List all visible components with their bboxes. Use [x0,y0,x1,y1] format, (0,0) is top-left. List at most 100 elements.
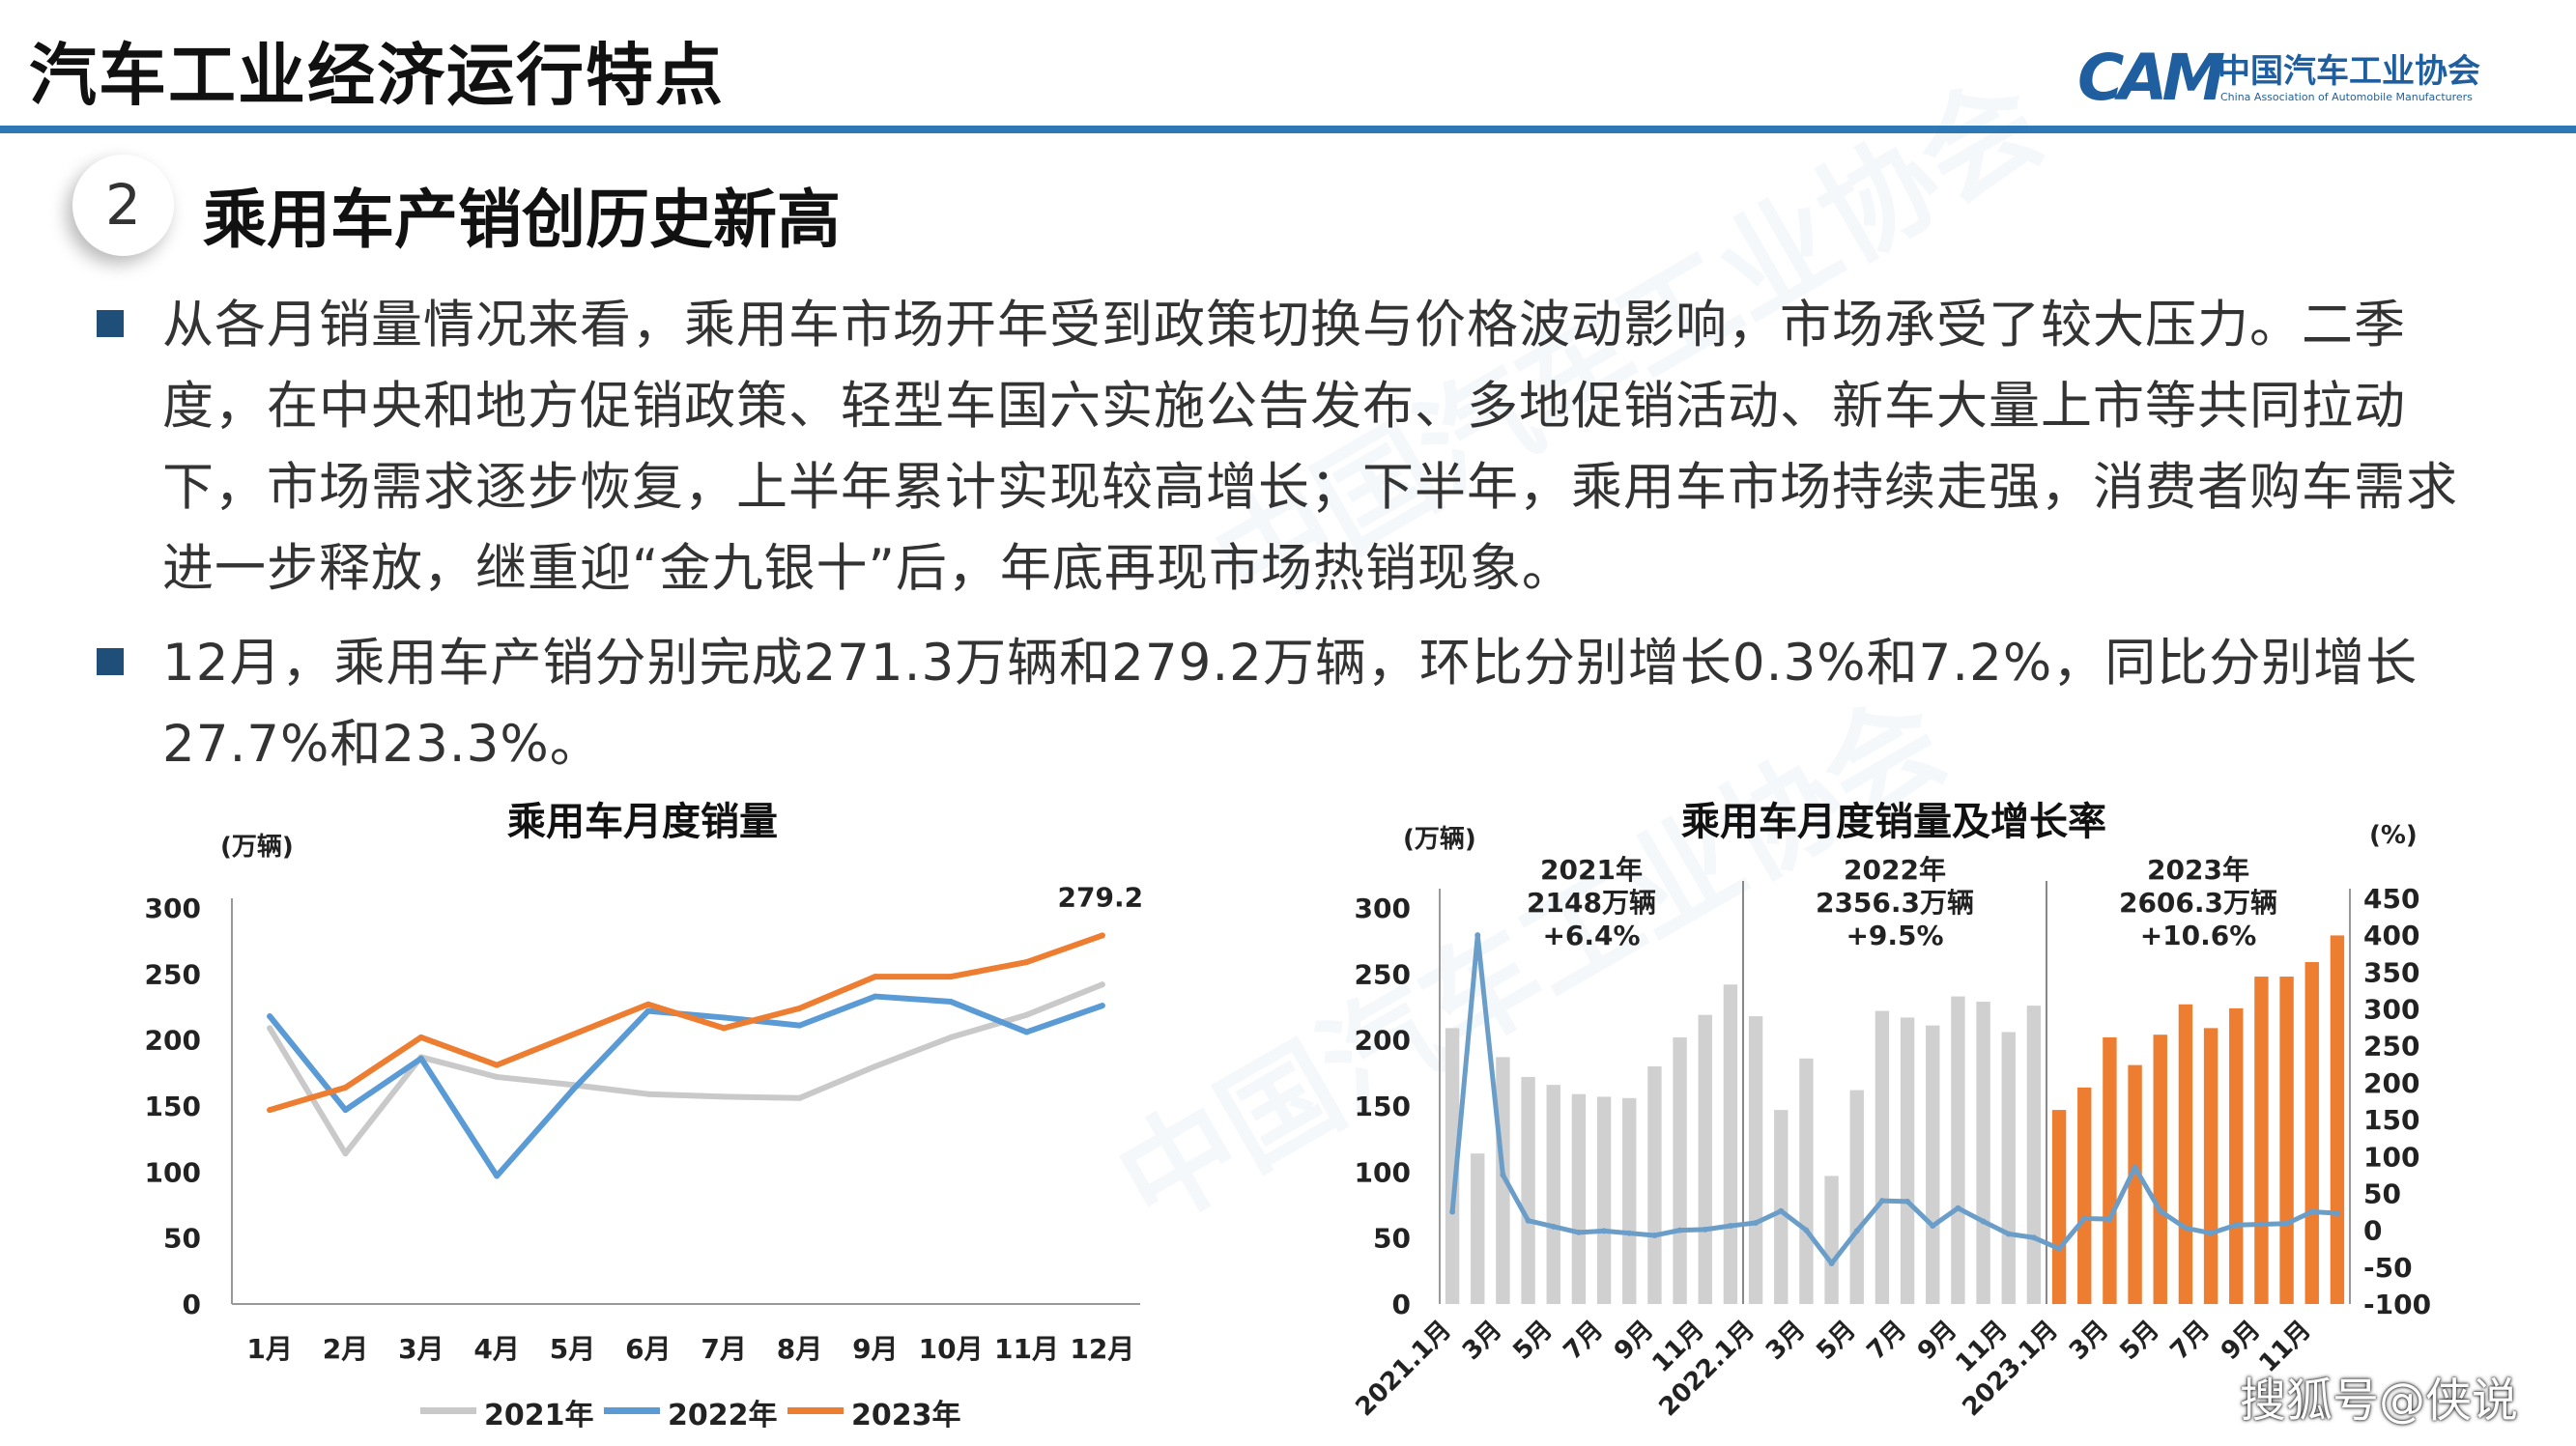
x-tick-label: 2021.1月 [1350,1316,1457,1423]
sales-bar [1571,1093,1587,1304]
section-number-badge: 2 [72,155,174,256]
data-point-2023年 [417,1034,424,1040]
sales-bar [1875,1010,1890,1304]
data-point-2021年 [342,1150,349,1157]
data-point-2022年 [644,1007,651,1014]
data-point-2022年 [1099,1003,1105,1009]
y-tick-label: 50 [163,1223,201,1255]
right-y-tick-label: 100 [2363,1141,2419,1173]
y-tick-label: 300 [145,893,201,924]
bullet-item: 从各月销量情况来看，乘用车市场开年受到政策切换与价格波动影响，市场承受了较大压力… [97,285,2503,610]
y-tick-label: 0 [183,1289,201,1320]
growth-rate-point [2258,1221,2265,1228]
x-tick-label: 5月 [550,1333,595,1365]
sales-bar [2103,1036,2117,1304]
growth-rate-point [1449,1208,1456,1215]
growth-rate-point [1778,1207,1785,1214]
sales-bar [1445,1028,1460,1304]
sales-bar [1496,1057,1510,1304]
chart-legend: 2021年 2022年 2023年 [420,1391,1000,1432]
y-axis-unit-label: (万辆) [220,833,294,862]
data-point-2021年 [721,1093,728,1100]
sales-bar [1521,1076,1535,1304]
bullet-item: 12月，乘用车产销分别完成271.3万辆和279.2万辆，环比分别增长0.3%和… [97,623,2503,785]
legend-label-2021: 2021年 [484,1399,594,1432]
right-y-tick-label: 300 [2363,994,2419,1026]
bullet-square-icon [97,310,124,337]
data-point-2021年 [1023,1011,1030,1018]
slide-title: 汽车工业经济运行特点 [29,36,725,115]
annotation-growth: +9.5% [1846,920,1943,951]
legend-swatch-2022 [604,1407,660,1414]
data-point-2021年 [796,1094,803,1101]
growth-rate-line [1449,932,2338,1266]
growth-rate-point [2081,1215,2088,1222]
data-point-2021年 [267,1025,273,1032]
sales-bar [2203,1028,2218,1304]
right-y-tick-label: 50 [2363,1177,2401,1209]
x-tick-label: 6月 [625,1333,671,1365]
right-y-tick-label: 400 [2363,920,2419,951]
growth-rate-point [1474,932,1481,939]
right-y-tick-label: -100 [2363,1289,2431,1320]
x-tick-label: 5月 [1811,1316,1861,1366]
y-tick-label: 250 [145,958,201,990]
right-axis-unit-label: (%) [2369,821,2418,850]
bullet-square-icon [97,648,124,675]
legend-label-2022: 2022年 [668,1399,778,1432]
growth-rate-point [1651,1232,1658,1238]
x-tick-label: 2月 [323,1333,368,1365]
sales-bar [1471,1153,1485,1304]
sales-bar [1622,1097,1637,1304]
sales-bar [2178,1004,2193,1304]
right-y-tick-label: 450 [2363,883,2419,915]
data-point-2023年 [267,1107,273,1114]
growth-rate-point [2182,1225,2189,1232]
growth-rate-point [1828,1261,1835,1266]
caam-logo-mark: CAM [2077,41,2225,115]
x-tick-label: 7月 [2165,1316,2216,1366]
sales-bar [2153,1035,2167,1304]
caam-logo: CAM 中国汽车工业协会 China Association of Automo… [2077,41,2503,118]
annotation-year: 2022年 [1844,854,1946,886]
x-tick-label: 3月 [1760,1316,1811,1366]
data-point-2023年 [721,1025,728,1032]
x-tick-label: 4月 [473,1333,519,1365]
left-y-tick-label: 150 [1355,1091,1411,1122]
x-tick-label: 3月 [2064,1316,2114,1366]
annotation-growth: +10.6% [2140,920,2257,951]
data-point-2023年 [644,1001,651,1007]
right-y-tick-label: 0 [2363,1215,2382,1247]
annotation-total: 2356.3万辆 [1816,887,1974,919]
sales-bar [2077,1087,2092,1304]
left-y-tick-label: 50 [1373,1223,1411,1255]
growth-rate-point [1702,1226,1708,1233]
data-point-2021年 [644,1091,651,1097]
sales-bar [2001,1032,2016,1304]
left-y-tick-label: 300 [1355,893,1411,924]
sales-bar [2279,977,2294,1304]
data-point-2023年 [796,1005,803,1011]
x-tick-label: 12月 [1070,1333,1134,1365]
caam-logo-name: 中国汽车工业协会 [2218,52,2480,91]
y-tick-label: 150 [145,1091,201,1122]
data-point-2023年 [1023,959,1030,966]
data-point-2021年 [1099,981,1105,988]
growth-rate-point [1878,1198,1885,1205]
growth-rate-point [1550,1223,1557,1230]
sales-bar [1546,1085,1560,1304]
growth-rate-point [2283,1220,2290,1227]
data-point-2023年 [569,1032,576,1038]
sales-bar [1849,1090,1864,1304]
legend-swatch-2021 [420,1407,476,1414]
data-point-2022年 [872,993,878,1000]
bullet-text: 从各月销量情况来看，乘用车市场开年受到政策切换与价格波动影响，市场承受了较大压力… [162,296,2458,598]
growth-rate-point [2056,1245,2063,1252]
sales-bar [2304,962,2319,1304]
y-tick-label: 200 [145,1025,201,1057]
growth-rate-point [1525,1217,1531,1224]
sales-bar [1900,1017,1915,1304]
growth-rate-point [2005,1231,2012,1237]
